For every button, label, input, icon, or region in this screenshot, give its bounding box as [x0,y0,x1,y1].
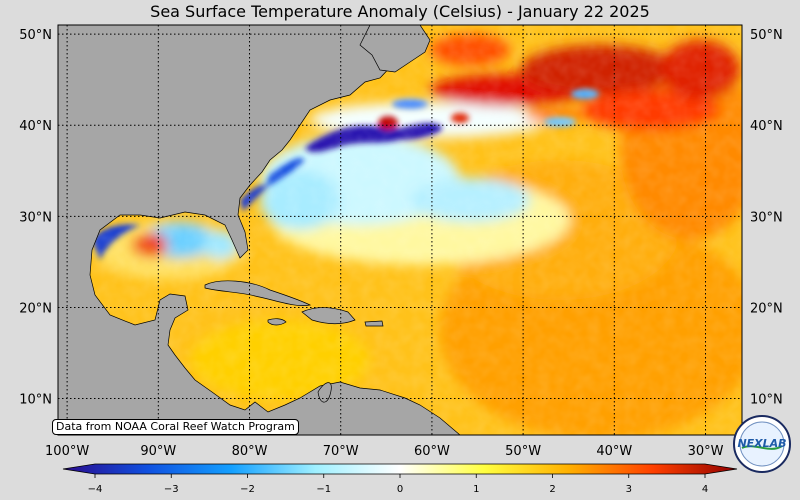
data-credit-label: Data from NOAA Coral Reef Watch Program [52,419,299,435]
lat-labels-left: 50°N 40°N 30°N 20°N 10°N [19,28,52,407]
lat-tick-label-left: 50°N [19,28,52,43]
colorbar-tick-label: −3 [164,484,179,495]
lon-tick-label: 50°W [505,444,541,459]
cuba-land [204,280,312,306]
lon-tick-label: 60°W [414,444,450,459]
lat-tick-label-right: 40°N [750,119,783,134]
lon-tick-label: 100°W [45,444,89,459]
lat-labels-right: 50°N 40°N 30°N 20°N 10°N [750,28,783,407]
lon-tick-label: 40°W [596,444,632,459]
lon-tick-label: 80°W [232,444,268,459]
colorbar: −4 −3 −2 −1 0 1 2 3 4 [62,463,738,495]
colorbar-tick-label: −4 [88,484,103,495]
colorbar-tick-label: 4 [702,484,708,495]
colorbar-gradient [62,463,738,475]
lat-tick-label-right: 50°N [750,28,783,43]
venezuela-coast-land [317,382,332,403]
hispaniola-land [301,307,356,325]
colorbar-tick-label: −1 [316,484,331,495]
newfoundland-land [359,25,431,73]
colorbar-tick-label: 3 [626,484,632,495]
colorbar-tick-label: 1 [473,484,479,495]
lat-tick-label-left: 40°N [19,119,52,134]
map-title: Sea Surface Temperature Anomaly (Celsius… [150,2,650,21]
lon-labels: 100°W 90°W 80°W 70°W 60°W 50°W 40°W 30°W [45,444,724,459]
colorbar-tick-label: 0 [397,484,403,495]
jamaica-land [267,318,287,326]
lon-tick-label: 90°W [140,444,176,459]
map-frame [57,24,743,436]
nexlab-logo: NEXLAB [733,415,791,473]
lat-tick-label-right: 30°N [750,210,783,225]
puerto-rico-land [364,320,384,327]
graticule [58,25,742,435]
lon-tick-label: 30°W [688,444,724,459]
lon-tick-label: 70°W [323,444,359,459]
lat-tick-label-left: 20°N [19,301,52,316]
lat-tick-label-left: 30°N [19,210,52,225]
land-masses [58,25,461,435]
lat-tick-label-left: 10°N [19,393,52,408]
north-south-america-land [58,25,461,435]
colorbar-tick-label: 2 [549,484,555,495]
lat-tick-label-right: 20°N [750,301,783,316]
lat-tick-label-right: 10°N [750,393,783,408]
colorbar-tick-label: −2 [240,484,255,495]
logo-text: NEXLAB [737,437,786,450]
colorbar-ticks: −4 −3 −2 −1 0 1 2 3 4 [88,474,708,495]
map-field [58,25,742,435]
